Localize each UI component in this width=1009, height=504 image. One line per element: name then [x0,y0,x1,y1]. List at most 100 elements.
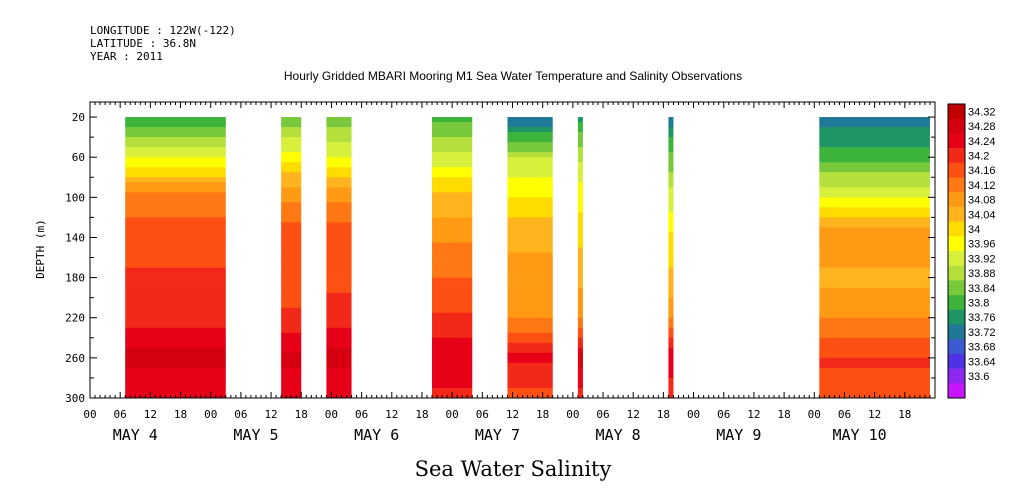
data-cell [281,152,302,158]
data-cell [668,262,674,268]
data-cell [125,197,226,203]
data-cell [125,237,226,243]
data-cell [326,147,352,153]
data-cell [125,332,226,339]
data-cell [326,247,352,253]
data-cell [281,252,302,258]
data-cell [577,352,583,359]
data-cell [668,212,674,218]
data-cell [432,182,473,188]
data-cell [326,182,352,188]
x-tick-label: 06 [717,408,730,421]
data-cell [668,317,674,324]
colorbar-swatch [948,265,965,281]
data-cell [668,387,674,394]
data-cell [326,142,352,148]
data-cell [819,257,930,263]
data-cell [577,142,583,148]
data-cell [432,357,473,364]
axes: 00 06 12 18 00 06 12 18 00 06 12 18 00 06 12 18 00 06 12 18… [65,101,936,444]
x-day-label: MAY 10 [832,426,886,444]
x-tick-label: 12 [627,408,640,421]
colorbar-label: 34 [968,224,980,236]
data-cell [326,302,352,308]
data-cell [326,292,352,298]
data-segment-8 [819,117,930,399]
data-cell [507,122,553,128]
data-cell [819,287,930,293]
data-cell [326,272,352,278]
data-cell [281,367,302,374]
data-cell [125,347,226,354]
data-cell [819,367,930,374]
colorbar-swatch [948,236,965,252]
data-cell [432,147,473,153]
colorbar-swatch [948,162,965,178]
data-cell [577,137,583,143]
data-cell [577,192,583,198]
data-cell [125,267,226,273]
data-cell [507,217,553,223]
data-cell [281,327,302,334]
data-cell [819,217,930,223]
x-tick-label: 00 [446,408,459,421]
data-cell [326,132,352,138]
data-cell [668,332,674,339]
data-cell [819,347,930,354]
data-cell [668,347,674,354]
data-cell [668,302,674,308]
data-cell [819,317,930,324]
data-cell [668,267,674,273]
colorbar-swatch [948,339,965,355]
data-cell [819,242,930,248]
data-cell [125,287,226,293]
data-cell [668,167,674,173]
data-cell [432,237,473,243]
colorbar-label: 33.8 [968,297,989,309]
data-cell [507,197,553,203]
data-cell [577,357,583,364]
data-cell [507,292,553,298]
x-tick-label: 18 [536,408,549,421]
data-cell [507,242,553,248]
data-cell [281,372,302,379]
data-cell [432,167,473,173]
data-cell [432,342,473,349]
data-cell [125,152,226,158]
x-day-label: MAY 4 [113,426,158,444]
x-tick-label: 06 [838,408,851,421]
data-cell [577,297,583,303]
data-cell [819,227,930,233]
data-cell [432,132,473,138]
data-cell [326,367,352,374]
data-cell [281,172,302,178]
data-cell [281,227,302,233]
colorbar-swatch [948,309,965,325]
data-cell [668,202,674,208]
data-cell [326,257,352,263]
data-cell [432,117,473,123]
data-cell [577,302,583,308]
data-cell [281,212,302,218]
data-cell [507,337,553,344]
data-cell [125,137,226,143]
data-cell [668,162,674,168]
data-cell [577,152,583,158]
data-cell [577,147,583,153]
x-tick-label: 12 [385,408,398,421]
x-tick-label: 06 [596,408,609,421]
data-cell [819,187,930,193]
data-cell [432,217,473,223]
data-cell [281,237,302,243]
data-cell [668,147,674,153]
colorbar-swatch [948,177,965,193]
data-cell [819,322,930,329]
colorbar-label: 33.96 [968,239,996,251]
data-cell [432,152,473,158]
data-cell [125,117,226,123]
data-cell [125,127,226,133]
data-cell [668,372,674,379]
colorbar-swatch [948,192,965,208]
data-cell [281,302,302,308]
x-tick-label: 06 [114,408,127,421]
